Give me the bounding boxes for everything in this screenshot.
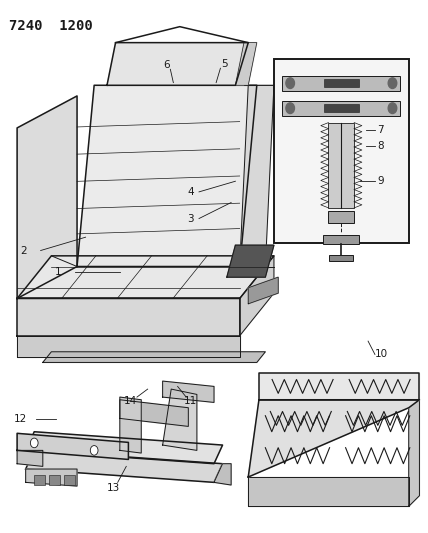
- Bar: [282, 101, 400, 116]
- Bar: [329, 211, 354, 223]
- Polygon shape: [235, 43, 257, 85]
- Text: 5: 5: [221, 59, 228, 69]
- Text: 9: 9: [377, 176, 384, 186]
- Polygon shape: [17, 96, 77, 298]
- Polygon shape: [214, 464, 231, 485]
- Polygon shape: [26, 469, 77, 486]
- Text: 7: 7: [377, 125, 384, 134]
- Bar: [324, 104, 359, 112]
- Polygon shape: [77, 85, 257, 266]
- Polygon shape: [259, 373, 419, 400]
- Text: 8: 8: [377, 141, 384, 150]
- Polygon shape: [163, 389, 197, 450]
- Polygon shape: [120, 397, 141, 453]
- Polygon shape: [120, 400, 188, 426]
- Text: 7240  1200: 7240 1200: [9, 19, 92, 33]
- Text: 1: 1: [54, 267, 61, 277]
- Polygon shape: [227, 245, 274, 277]
- Polygon shape: [17, 433, 128, 459]
- Polygon shape: [248, 277, 278, 304]
- Text: 14: 14: [124, 396, 137, 406]
- Polygon shape: [17, 450, 43, 466]
- Circle shape: [388, 103, 397, 114]
- Circle shape: [388, 78, 397, 88]
- Bar: [330, 255, 354, 261]
- Bar: [324, 79, 359, 87]
- Text: 3: 3: [187, 214, 194, 223]
- Circle shape: [30, 438, 38, 448]
- Polygon shape: [17, 336, 240, 357]
- Text: 10: 10: [374, 350, 387, 359]
- Polygon shape: [248, 477, 409, 506]
- Text: 12: 12: [14, 415, 27, 424]
- Text: 6: 6: [163, 60, 170, 70]
- Polygon shape: [240, 256, 274, 336]
- Text: 4: 4: [187, 187, 194, 197]
- Polygon shape: [26, 450, 223, 482]
- Polygon shape: [163, 381, 214, 402]
- Circle shape: [286, 103, 294, 114]
- Polygon shape: [26, 432, 223, 464]
- Polygon shape: [17, 256, 274, 298]
- Text: 11: 11: [184, 396, 197, 406]
- Bar: [282, 76, 400, 91]
- Polygon shape: [240, 85, 274, 266]
- Bar: [49, 475, 60, 485]
- Polygon shape: [17, 298, 240, 336]
- Bar: [324, 235, 359, 244]
- Polygon shape: [43, 352, 265, 362]
- Bar: [34, 475, 45, 485]
- Circle shape: [286, 78, 294, 88]
- Bar: [64, 475, 75, 485]
- Polygon shape: [107, 43, 248, 85]
- Polygon shape: [409, 400, 419, 506]
- Polygon shape: [248, 400, 419, 477]
- Bar: [274, 59, 409, 243]
- Bar: [329, 123, 354, 208]
- Text: 13: 13: [107, 483, 120, 492]
- Circle shape: [90, 446, 98, 455]
- Text: 2: 2: [20, 246, 27, 255]
